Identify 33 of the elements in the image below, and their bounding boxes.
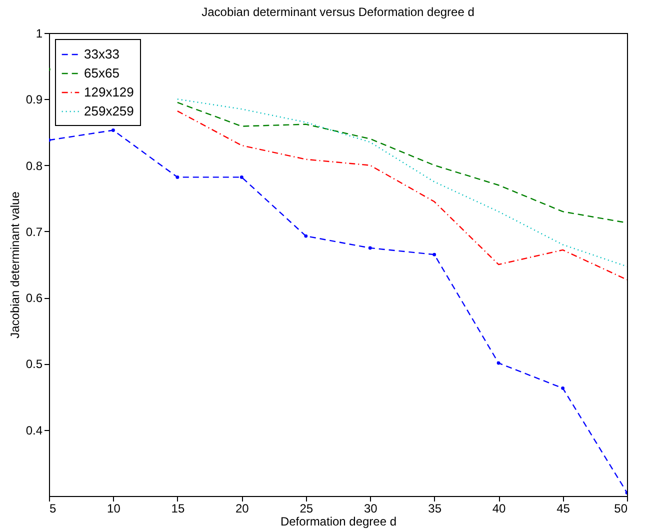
x-tick-label: 20 (235, 502, 250, 516)
x-tick-label: 35 (428, 502, 442, 516)
x-tick-label: 5 (50, 502, 56, 516)
x-tick-label: 10 (107, 502, 121, 516)
y-tick-label: 0.5 (26, 357, 43, 372)
y-tick-label: 0.4 (26, 423, 43, 438)
y-tick-label: 0.7 (26, 224, 43, 239)
point (561, 386, 565, 390)
x-axis-title: Deformation degree d (280, 514, 397, 528)
x-tick-label: 30 (364, 502, 378, 516)
y-tick-label: 1 (36, 26, 43, 40)
point (176, 175, 180, 179)
y-axis-title: Jacobian determinant value (8, 191, 22, 338)
point (496, 361, 500, 365)
chart-title: Jacobian determinant versus Deformation degree d (202, 5, 474, 19)
legend-label: 129x129 (84, 84, 134, 100)
x-tick-label: 45 (556, 502, 570, 516)
point (304, 234, 308, 238)
point (432, 252, 436, 256)
point (111, 128, 115, 132)
x-tick-label: 25 (300, 502, 314, 516)
y-tick-label: 0.8 (26, 158, 43, 173)
x-tick-label: 50 (614, 502, 628, 516)
legend-label: 33x33 (84, 46, 120, 62)
legend-label: 65x65 (84, 66, 120, 80)
point (240, 175, 244, 179)
y-tick-label: 0.6 (26, 291, 43, 306)
line-series (49, 128, 627, 494)
point (368, 246, 372, 250)
y-tick-label: 0.9 (26, 92, 43, 107)
legend-label: 259x259 (84, 104, 134, 118)
x-tick-label: 15 (171, 502, 185, 516)
x-tick-label: 40 (492, 502, 506, 516)
